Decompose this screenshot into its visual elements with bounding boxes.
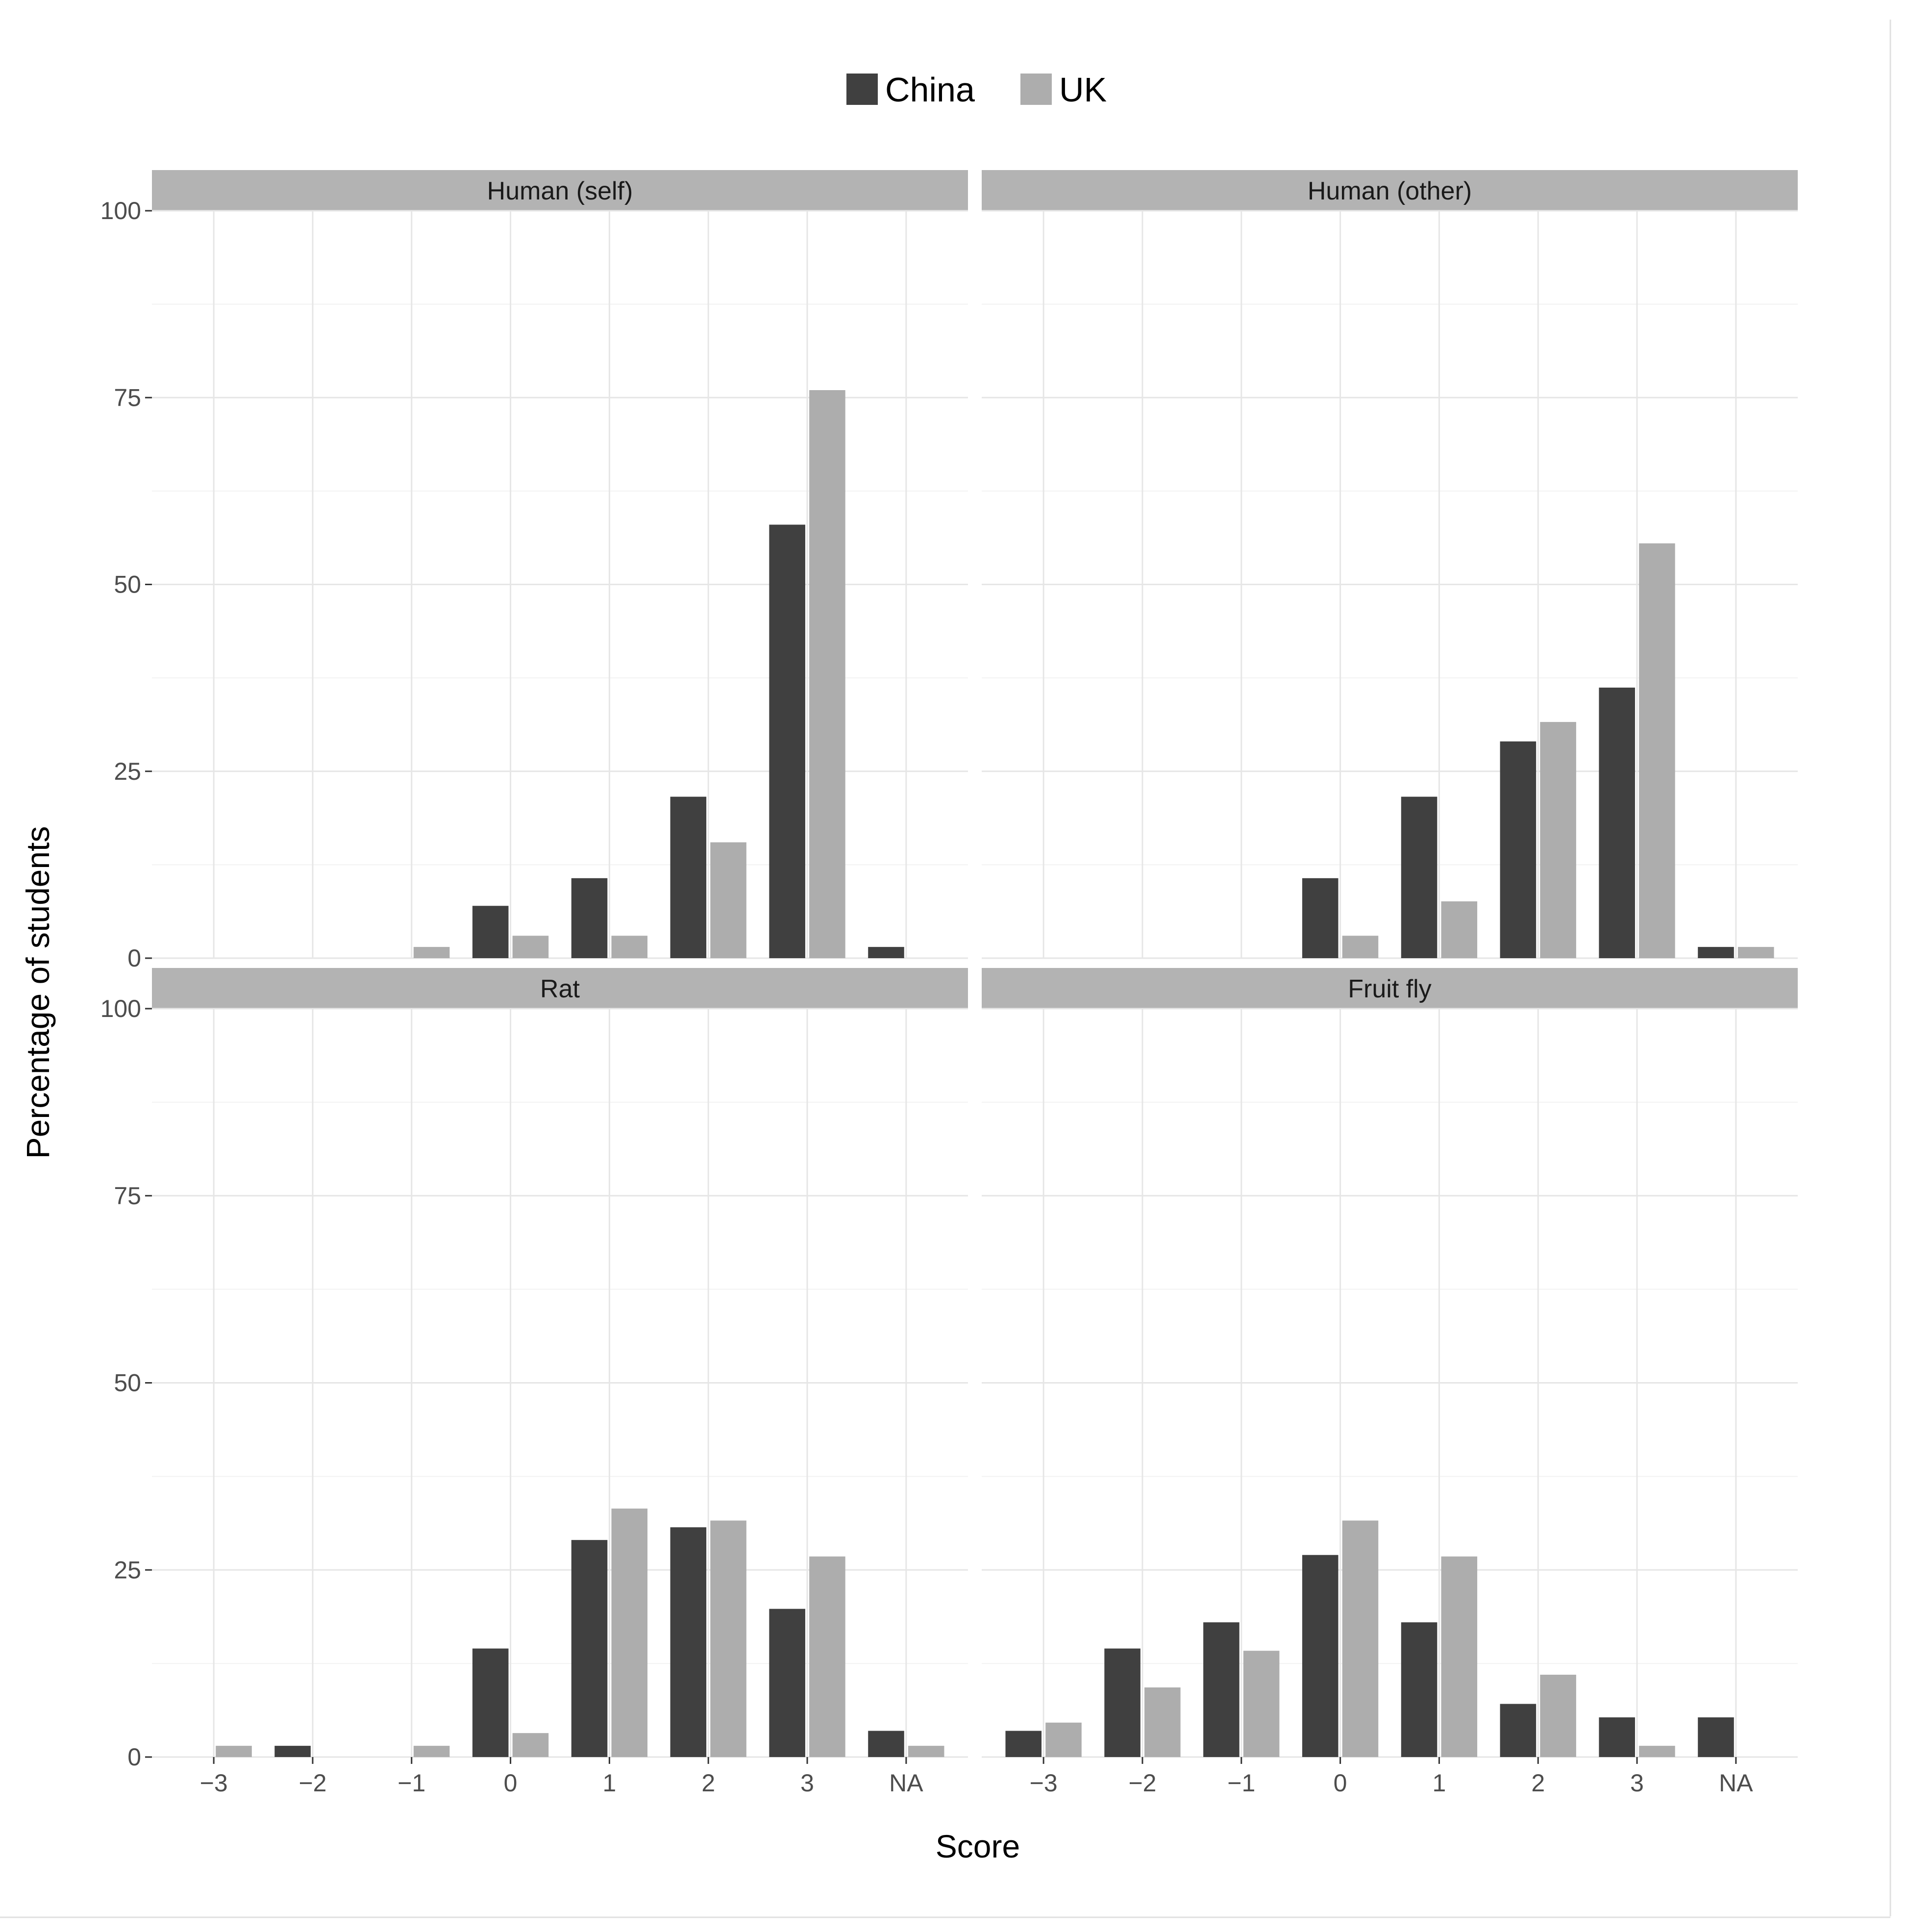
x-tick-label: NA <box>889 1769 923 1797</box>
bar-china-minus1 <box>1203 1622 1240 1757</box>
bar-uk-1 <box>611 1509 648 1757</box>
bar-uk-minus3 <box>216 1746 252 1757</box>
y-tick-label: 25 <box>114 1556 141 1584</box>
panel-title: Rat <box>540 975 580 1003</box>
bar-uk-2 <box>1540 1675 1576 1757</box>
y-axis-title: Percentage of students <box>20 826 56 1159</box>
bar-uk-3 <box>1639 543 1675 958</box>
bar-china-2 <box>670 796 707 958</box>
bar-uk-minus1 <box>413 1746 450 1757</box>
x-tick-label: 3 <box>800 1769 814 1797</box>
legend-swatch-china <box>846 74 878 105</box>
panel-fruit-fly: Fruit fly −3 −2 −1 0 1 2 3 NA <box>982 968 1798 1797</box>
x-tick-label: NA <box>1719 1769 1753 1797</box>
x-axis-title: Score <box>936 1828 1020 1864</box>
y-tick-label: 0 <box>127 944 141 972</box>
bar-uk-3 <box>809 390 845 958</box>
bar-china-na <box>1698 1717 1734 1757</box>
bar-uk-minus1 <box>1243 1651 1280 1757</box>
bar-china-na <box>868 947 904 958</box>
x-tick-label: 0 <box>504 1769 518 1797</box>
x-tick-label: 2 <box>1531 1769 1545 1797</box>
bar-china-0 <box>1302 1555 1339 1757</box>
bar-china-1 <box>571 878 608 958</box>
x-tick-label: 1 <box>1433 1769 1446 1797</box>
x-tick-label: −3 <box>200 1769 228 1797</box>
bar-uk-0 <box>1342 1520 1379 1757</box>
bar-uk-1 <box>1441 1556 1478 1757</box>
y-tick-label: 50 <box>114 571 141 598</box>
bar-china-3 <box>769 1609 805 1757</box>
bar-uk-3 <box>809 1556 845 1757</box>
y-tick-label: 50 <box>114 1369 141 1397</box>
panel-human-self: Human (self) 0 25 50 75 100 <box>100 170 968 972</box>
bar-uk-minus3 <box>1045 1722 1082 1757</box>
legend-swatch-uk <box>1020 74 1052 105</box>
legend-label-uk: UK <box>1059 71 1107 109</box>
x-tick-label: −3 <box>1030 1769 1058 1797</box>
x-tick-label: 2 <box>701 1769 715 1797</box>
bar-china-1 <box>1401 1622 1438 1757</box>
x-tick-label: 1 <box>603 1769 617 1797</box>
bar-china-2 <box>1500 1704 1537 1757</box>
bar-uk-minus2 <box>1144 1687 1181 1757</box>
bar-china-na <box>1698 947 1734 958</box>
panel-rat: Rat 0 25 50 75 100 −3 −2 −1 0 1 2 3 NA <box>100 968 968 1797</box>
panel-title: Human (self) <box>487 177 633 205</box>
x-tick-label: −1 <box>397 1769 425 1797</box>
bar-china-minus2 <box>1104 1648 1140 1757</box>
y-tick-label: 75 <box>114 1182 141 1210</box>
y-tick-label: 100 <box>100 197 141 224</box>
y-tick-label: 25 <box>114 758 141 785</box>
bar-china-na <box>868 1731 904 1757</box>
bar-uk-0 <box>512 936 549 958</box>
bar-uk-1 <box>1441 901 1478 958</box>
bar-china-3 <box>1599 1717 1635 1757</box>
x-tick-label: −1 <box>1227 1769 1255 1797</box>
bar-uk-0 <box>512 1733 549 1757</box>
bar-china-minus3 <box>1005 1731 1042 1757</box>
panel-strip <box>982 170 1798 211</box>
bar-china-3 <box>1599 687 1635 958</box>
panel-strip <box>982 968 1798 1009</box>
panel-title: Fruit fly <box>1348 975 1431 1003</box>
bar-uk-2 <box>1540 722 1576 958</box>
bar-china-0 <box>472 906 509 958</box>
y-tick-label: 75 <box>114 384 141 411</box>
bar-china-1 <box>571 1540 608 1757</box>
bar-china-0 <box>1302 878 1339 958</box>
panel-human-other: Human (other) <box>982 170 1798 959</box>
panel-strip <box>152 968 968 1009</box>
bar-china-minus2 <box>274 1746 311 1757</box>
bar-china-1 <box>1401 796 1438 958</box>
x-tick-label: −2 <box>1128 1769 1156 1797</box>
y-tick-label: 0 <box>127 1743 141 1771</box>
bar-uk-2 <box>710 842 746 958</box>
bar-uk-0 <box>1342 936 1379 958</box>
x-tick-label: −2 <box>298 1769 326 1797</box>
x-tick-label: 0 <box>1334 1769 1347 1797</box>
y-tick-label: 100 <box>100 995 141 1022</box>
bar-uk-2 <box>710 1520 746 1757</box>
bar-china-2 <box>1500 741 1537 958</box>
bar-china-0 <box>472 1648 509 1757</box>
bar-uk-na <box>1737 947 1774 958</box>
bar-uk-na <box>908 1746 944 1757</box>
bar-china-2 <box>670 1527 707 1757</box>
x-tick-label: 3 <box>1630 1769 1644 1797</box>
bar-uk-3 <box>1639 1746 1675 1757</box>
bar-uk-1 <box>611 936 648 958</box>
panel-title: Human (other) <box>1308 177 1472 205</box>
bar-uk-minus1 <box>413 947 450 958</box>
panel-strip <box>152 170 968 211</box>
legend-label-china: China <box>885 71 975 109</box>
legend: China UK <box>846 71 1107 109</box>
bar-china-3 <box>769 524 805 958</box>
